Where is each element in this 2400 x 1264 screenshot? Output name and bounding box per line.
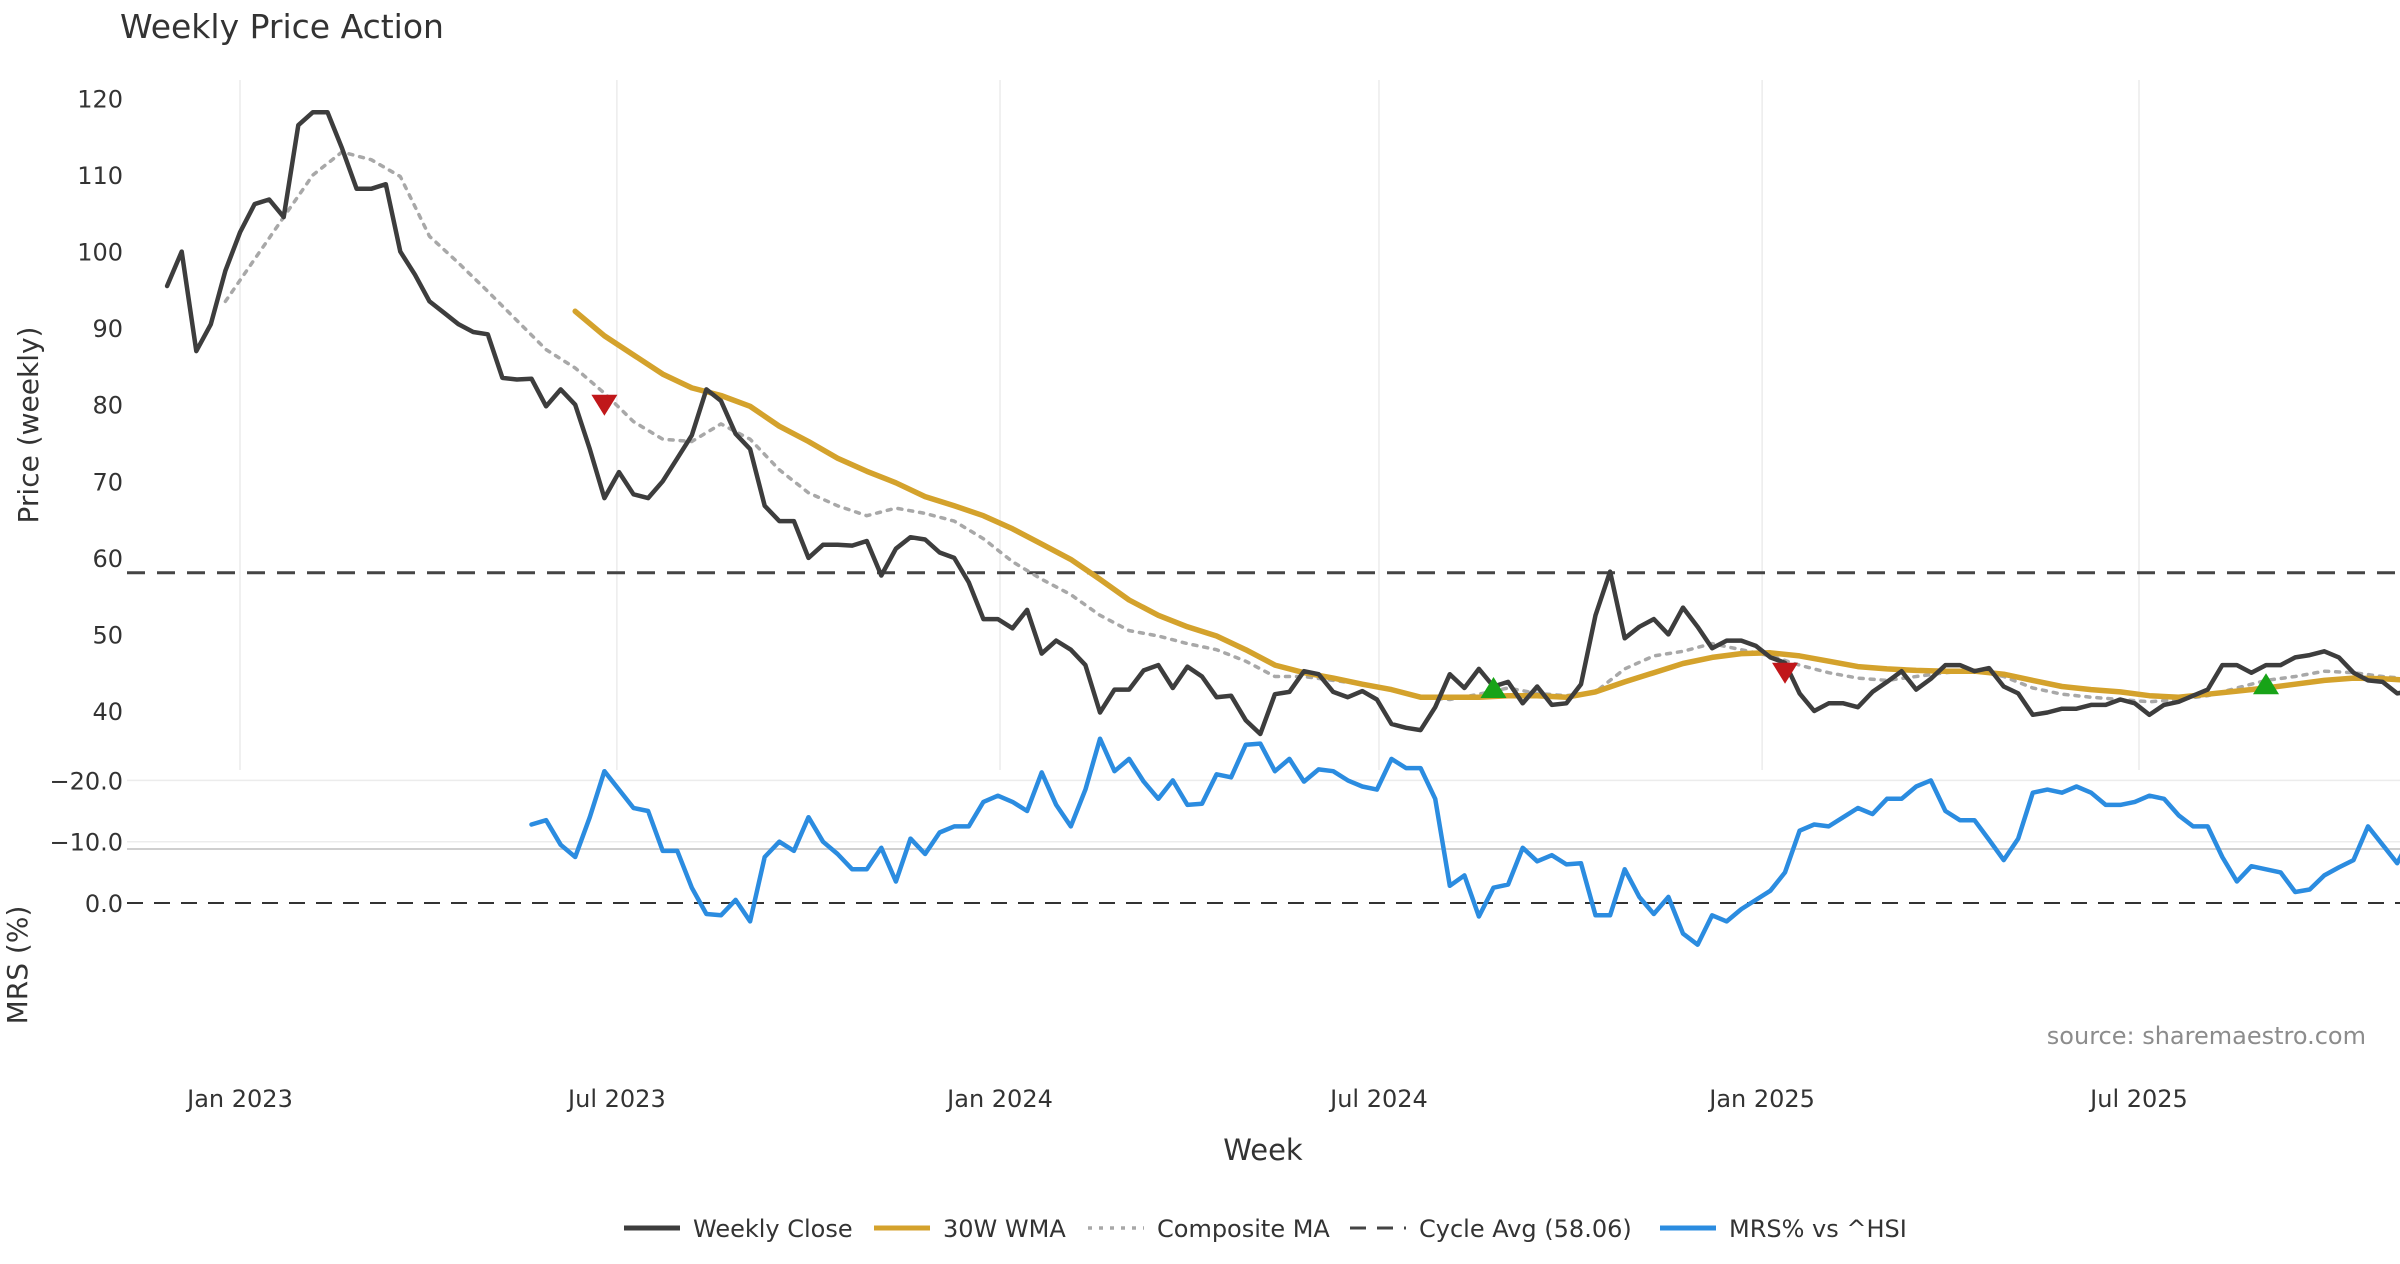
x-axis-ticks: Jan 2023 Jul 2023 Jan 2024 Jul 2024 Jan 2025… [185,1085,2188,1113]
mrs-y-tick-label: −10.0 [49,829,123,857]
30w-wma-line [575,311,2400,697]
mrs-y-tick-label: −20.0 [49,767,123,795]
composite-ma-line [225,152,2400,702]
legend-label: Composite MA [1157,1215,1330,1243]
weekly-close-line [167,112,2400,734]
sell-signal-marker [591,395,617,416]
price-y-tick-label: 80 [92,392,123,420]
price-y-tick-label: 90 [92,315,123,343]
legend: Weekly Close 30W WMA Composite MA Cycle Avg… [624,1215,1907,1243]
price-y-tick-label: 110 [77,162,123,190]
x-tick-label: Jan 2025 [1707,1085,1815,1113]
legend-label: 30W WMA [943,1215,1066,1243]
x-tick-label: Jan 2023 [185,1085,293,1113]
mrs-y-tick-label: 0.0 [85,890,123,918]
price-y-tick-label: 70 [92,468,123,496]
price-y-tick-label: 60 [92,545,123,573]
x-tick-label: Jul 2023 [566,1085,666,1113]
price-y-tick-label: 120 [77,85,123,113]
legend-label: Cycle Avg (58.06) [1419,1215,1632,1243]
x-tick-label: Jul 2025 [2088,1085,2188,1113]
price-y-tick-label: 100 [77,239,123,267]
buy-signal-marker [2253,673,2279,694]
price-y-axis-label: Price (weekly) [12,327,45,524]
price-series [127,112,2400,734]
chart-title: Weekly Price Action [120,7,444,46]
x-tick-label: Jul 2024 [1328,1085,1428,1113]
mrs-grid [127,780,2400,903]
x-tick-label: Jan 2024 [945,1085,1053,1113]
mrs-y-ticks: 0.0 −10.0 −20.0 [49,767,123,918]
legend-label: MRS% vs ^HSI [1729,1215,1907,1243]
mrs-y-axis-label: MRS (%) [1,906,34,1025]
price-y-tick-label: 50 [92,621,123,649]
x-axis-label: Week [1223,1133,1303,1167]
price-y-tick-label: 40 [92,698,123,726]
source-note: source: sharemaestro.com [2047,1022,2366,1050]
price-y-ticks: 40 50 60 70 80 90 100 110 120 [77,85,123,726]
legend-label: Weekly Close [693,1215,853,1243]
